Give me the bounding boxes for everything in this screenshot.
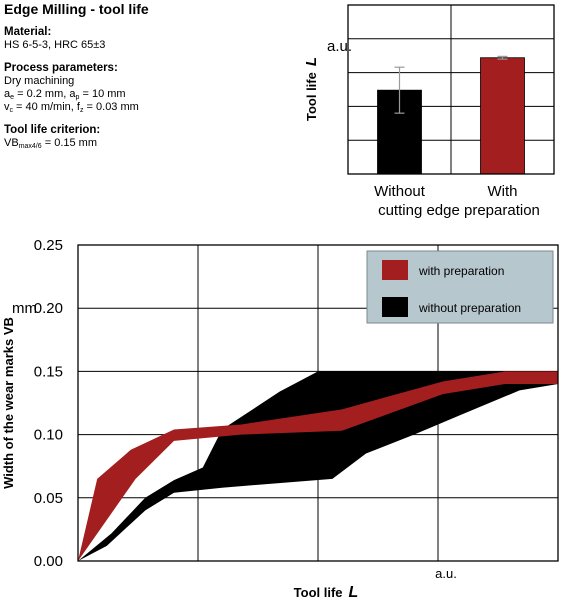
bar-category-with: With bbox=[488, 183, 518, 200]
wear-ytick-label: 0.20 bbox=[34, 300, 63, 317]
error-bar-with bbox=[497, 55, 508, 60]
wear-band-without-preparation bbox=[78, 371, 558, 561]
bar-category-without: Without bbox=[374, 183, 426, 200]
process-heading: Process parameters: bbox=[4, 62, 118, 74]
wear-ytick-label: 0.25 bbox=[34, 237, 63, 254]
error-bar-without bbox=[394, 66, 405, 114]
process-group: Process parameters: Dry machining ae = 0… bbox=[4, 62, 254, 114]
bar-with bbox=[480, 57, 525, 175]
process-depths: ae = 0.2 mm, ap = 10 mm bbox=[4, 88, 126, 101]
wear-xunit: a.u. bbox=[435, 566, 457, 581]
info-panel: Edge Milling - tool life Material: HS 6-… bbox=[4, 0, 254, 160]
material-value: HS 6-5-3, HRC 65±3 bbox=[4, 39, 106, 51]
wear-ytick-label: 0.05 bbox=[34, 490, 63, 507]
wear-ylabel-group: Width of the wear marks VB bbox=[1, 317, 16, 489]
bar-chart-frame bbox=[347, 4, 555, 175]
legend-label-without: without preparation bbox=[418, 301, 521, 315]
bar-ylabel-group: Tool lifeL bbox=[303, 57, 320, 121]
wear-yunit: mm bbox=[12, 300, 37, 317]
bar-chart-marks bbox=[377, 55, 525, 175]
process-speeds: vc = 40 m/min, fz = 0.03 mm bbox=[4, 101, 139, 114]
ap-value: 10 mm bbox=[91, 88, 126, 100]
bar-category-labels: Without With bbox=[374, 183, 517, 200]
criterion-heading: Tool life criterion: bbox=[4, 124, 101, 136]
bar-yunit: a.u. bbox=[327, 38, 352, 55]
wear-ylabel: Width of the wear marks VB bbox=[1, 317, 16, 489]
ae-value: 0.2 mm bbox=[26, 88, 64, 100]
wear-chart-bands bbox=[78, 371, 558, 561]
wear-ytick-label: 0.15 bbox=[34, 363, 63, 380]
wear-ytick-label: 0.10 bbox=[34, 427, 63, 444]
info-title: Edge Milling - tool life bbox=[4, 1, 149, 17]
wear-xlabel: Tool life L bbox=[294, 584, 359, 600]
wear-chart-yticks: 0.00 0.05 0.10 0.15 0.20 0.25 bbox=[34, 237, 63, 570]
process-dry: Dry machining bbox=[4, 75, 75, 87]
wear-chart-frame bbox=[77, 244, 559, 562]
bar-chart: Tool lifeL a.u. Without With cutting edge… bbox=[303, 4, 555, 219]
wear-ytick-label: 0.00 bbox=[34, 553, 63, 570]
bar-ylabel: Tool lifeL bbox=[303, 57, 320, 121]
legend-label-with: with preparation bbox=[418, 264, 504, 278]
criterion-group: Tool life criterion: VBmax4/6 = 0.15 mm bbox=[4, 124, 254, 150]
material-heading: Material: bbox=[4, 26, 52, 38]
wear-legend: with preparation without preparation bbox=[366, 250, 554, 324]
criterion-value: 0.15 mm bbox=[54, 137, 97, 149]
bar-category-caption: cutting edge preparation bbox=[378, 202, 540, 219]
fz-value: 0.03 mm bbox=[96, 101, 139, 113]
criterion-line: VBmax4/6 = 0.15 mm bbox=[4, 137, 97, 150]
legend-swatch-without bbox=[382, 297, 408, 317]
material-group: Material: HS 6-5-3, HRC 65±3 bbox=[4, 26, 254, 52]
legend-swatch-with bbox=[382, 260, 408, 280]
vc-value: 40 m/min bbox=[25, 101, 71, 113]
